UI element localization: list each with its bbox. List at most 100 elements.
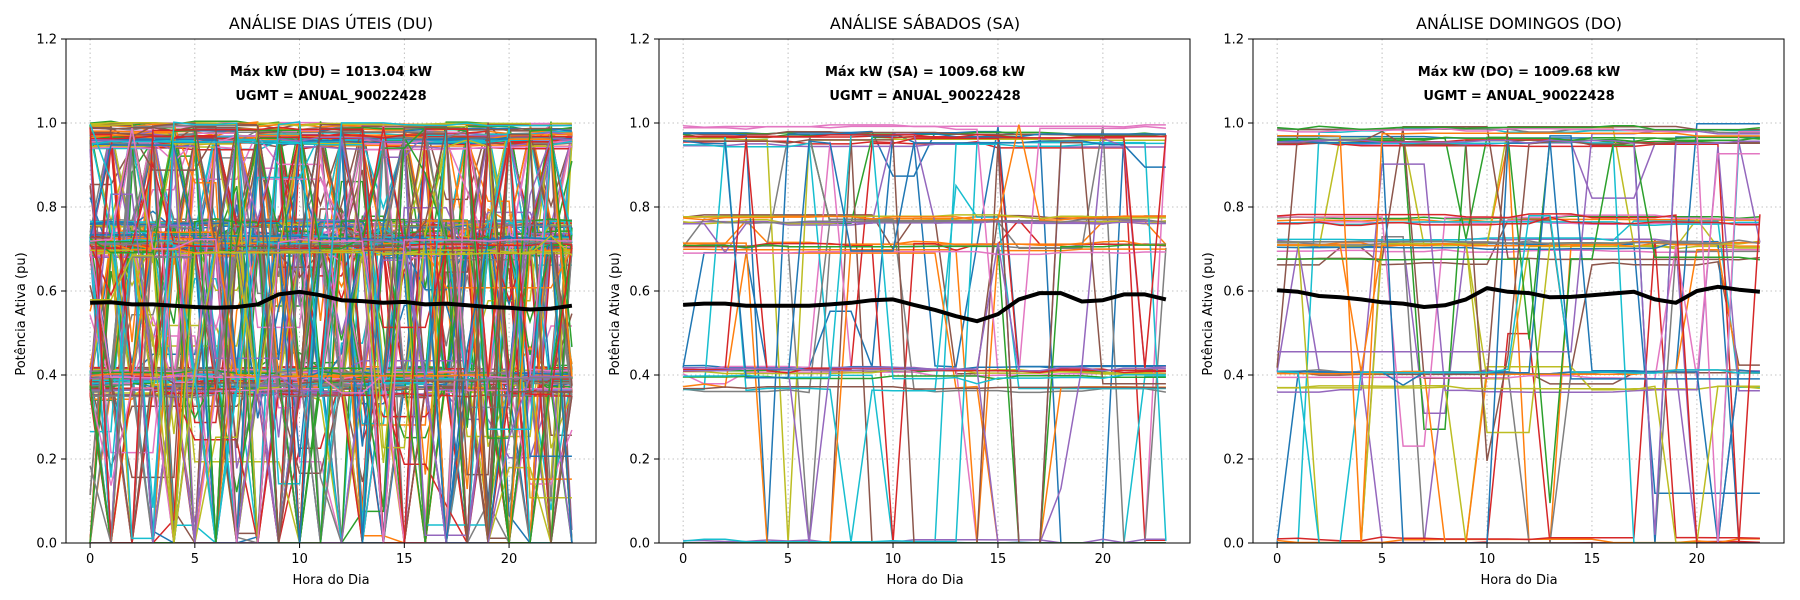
y-tick-label: 0.0 xyxy=(36,537,57,552)
ticks: 0 5 10 15 20 0.0 0.2 0.4 0.6 0.8 1.0 1.2 xyxy=(629,33,1111,568)
mean-line xyxy=(1276,284,1761,309)
profile-line xyxy=(683,139,1166,374)
max-kw-annotation: Máx kW (DU) = 1013.04 kW xyxy=(230,65,432,80)
profile-line xyxy=(1277,249,1760,543)
y-tick-label: 0.0 xyxy=(629,537,650,552)
y-tick-label: 1.0 xyxy=(629,117,650,132)
profile-line xyxy=(1277,130,1760,353)
y-axis-label: Potência Ativa (pu) xyxy=(1201,252,1216,375)
y-tick-label: 0.2 xyxy=(36,453,57,468)
profile-line xyxy=(90,124,572,543)
profile-line xyxy=(683,243,1166,543)
profile-line xyxy=(89,127,573,543)
profile-line xyxy=(683,385,1166,390)
ticks: 0 5 10 15 20 0.0 0.2 0.4 0.6 0.8 1.0 1.2 xyxy=(1223,33,1705,568)
y-tick-label: 0.8 xyxy=(629,201,650,216)
x-tick-label: 20 xyxy=(501,552,518,567)
x-tick-label: 5 xyxy=(1378,552,1386,567)
y-tick-label: 0.2 xyxy=(629,453,650,468)
panel-title: ANÁLISE SÁBADOS (SA) xyxy=(830,14,1020,33)
profile-line xyxy=(1277,213,1761,543)
profile-line xyxy=(1277,214,1760,447)
panel-do: 0 5 10 15 20 0.0 0.2 0.4 0.6 0.8 1.0 1.2 ANÁLISE DO… xyxy=(1201,14,1785,588)
profile-line xyxy=(1277,139,1760,535)
profile-line xyxy=(1277,221,1760,227)
y-tick-label: 0.4 xyxy=(36,369,57,384)
y-tick-label: 0.8 xyxy=(36,201,57,216)
x-tick-label: 20 xyxy=(1095,552,1112,567)
profile-line xyxy=(682,218,1166,248)
profile-line xyxy=(1277,132,1760,543)
profile-line xyxy=(1277,239,1760,542)
ticks: 0 5 10 15 20 0.0 0.2 0.4 0.6 0.8 1.0 1.2 xyxy=(36,33,517,568)
y-tick-label: 0.4 xyxy=(629,369,650,384)
profile-line xyxy=(683,143,1166,543)
x-axis-label: Hora do Dia xyxy=(292,573,369,588)
profile-line xyxy=(90,122,572,543)
panel-title: ANÁLISE DOMINGOS (DO) xyxy=(1416,14,1622,33)
profile-line xyxy=(1277,130,1760,462)
profile-line xyxy=(89,121,572,540)
profile-line xyxy=(90,141,572,543)
ugmt-annotation: UGMT = ANUAL_90022428 xyxy=(1423,89,1614,104)
profile-line xyxy=(1277,142,1760,543)
profile-line xyxy=(90,137,572,543)
profile-line xyxy=(89,224,572,543)
profile-line xyxy=(1277,135,1760,543)
y-tick-label: 0.6 xyxy=(36,285,57,300)
profile-line xyxy=(683,141,1167,543)
profile-line xyxy=(90,127,572,543)
x-tick-label: 15 xyxy=(1584,552,1601,567)
profile-line xyxy=(1277,125,1760,131)
y-tick-label: 1.0 xyxy=(36,117,57,132)
profile-line xyxy=(89,144,573,543)
profile-line xyxy=(1277,144,1760,504)
profile-line xyxy=(90,127,572,543)
y-tick-label: 0.0 xyxy=(1223,537,1244,552)
x-tick-label: 0 xyxy=(679,552,687,567)
max-kw-annotation: Máx kW (SA) = 1009.68 kW xyxy=(825,65,1025,80)
profile-line xyxy=(683,132,1166,543)
profile-line xyxy=(89,217,572,543)
x-tick-label: 5 xyxy=(784,552,792,567)
profile-line xyxy=(1277,139,1760,543)
profile-line xyxy=(683,133,1167,369)
panel-title: ANÁLISE DIAS ÚTEIS (DU) xyxy=(229,14,433,33)
y-tick-label: 1.0 xyxy=(1223,117,1244,132)
plot-area: 0 5 10 15 20 0.0 0.2 0.4 0.6 0.8 1.0 1.2 xyxy=(1223,33,1785,568)
profile-line xyxy=(683,125,1166,375)
plot-area: 0 5 10 15 20 0.0 0.2 0.4 0.6 0.8 1.0 1.2 xyxy=(629,33,1191,568)
x-tick-label: 10 xyxy=(885,552,902,567)
profile-lines xyxy=(89,120,573,543)
profile-line xyxy=(683,137,1166,543)
profile-line xyxy=(1277,216,1760,227)
x-axis-label: Hora do Dia xyxy=(1480,573,1557,588)
profile-line xyxy=(1277,136,1760,340)
x-tick-label: 10 xyxy=(291,552,308,567)
x-tick-label: 0 xyxy=(86,552,94,567)
x-tick-label: 15 xyxy=(396,552,413,567)
profile-line xyxy=(1277,239,1761,245)
panel-du: 0 5 10 15 20 0.0 0.2 0.4 0.6 0.8 1.0 1.2 ANÁLISE DI… xyxy=(14,14,597,588)
y-tick-label: 1.2 xyxy=(1223,33,1244,48)
x-tick-label: 20 xyxy=(1689,552,1706,567)
y-tick-label: 0.4 xyxy=(1223,369,1244,384)
profile-line xyxy=(683,248,1166,543)
x-tick-label: 5 xyxy=(191,552,199,567)
y-axis-label: Potência Ativa (pu) xyxy=(14,252,29,375)
y-tick-label: 0.6 xyxy=(1223,285,1244,300)
x-axis-label: Hora do Dia xyxy=(886,573,963,588)
profile-line xyxy=(89,126,572,543)
plot-area: 0 5 10 15 20 0.0 0.2 0.4 0.6 0.8 1.0 1.2 xyxy=(36,33,597,568)
profile-line xyxy=(683,240,1166,543)
profile-line xyxy=(683,142,1166,543)
ugmt-annotation: UGMT = ANUAL_90022428 xyxy=(235,89,426,104)
mean-line xyxy=(682,291,1167,324)
max-kw-annotation: Máx kW (DO) = 1009.68 kW xyxy=(1418,65,1621,80)
y-tick-label: 0.6 xyxy=(629,285,650,300)
profile-line xyxy=(1277,146,1760,393)
profile-line xyxy=(1277,366,1760,543)
x-tick-label: 0 xyxy=(1273,552,1281,567)
y-axis-label: Potência Ativa (pu) xyxy=(608,252,623,375)
profile-line xyxy=(1277,127,1760,543)
